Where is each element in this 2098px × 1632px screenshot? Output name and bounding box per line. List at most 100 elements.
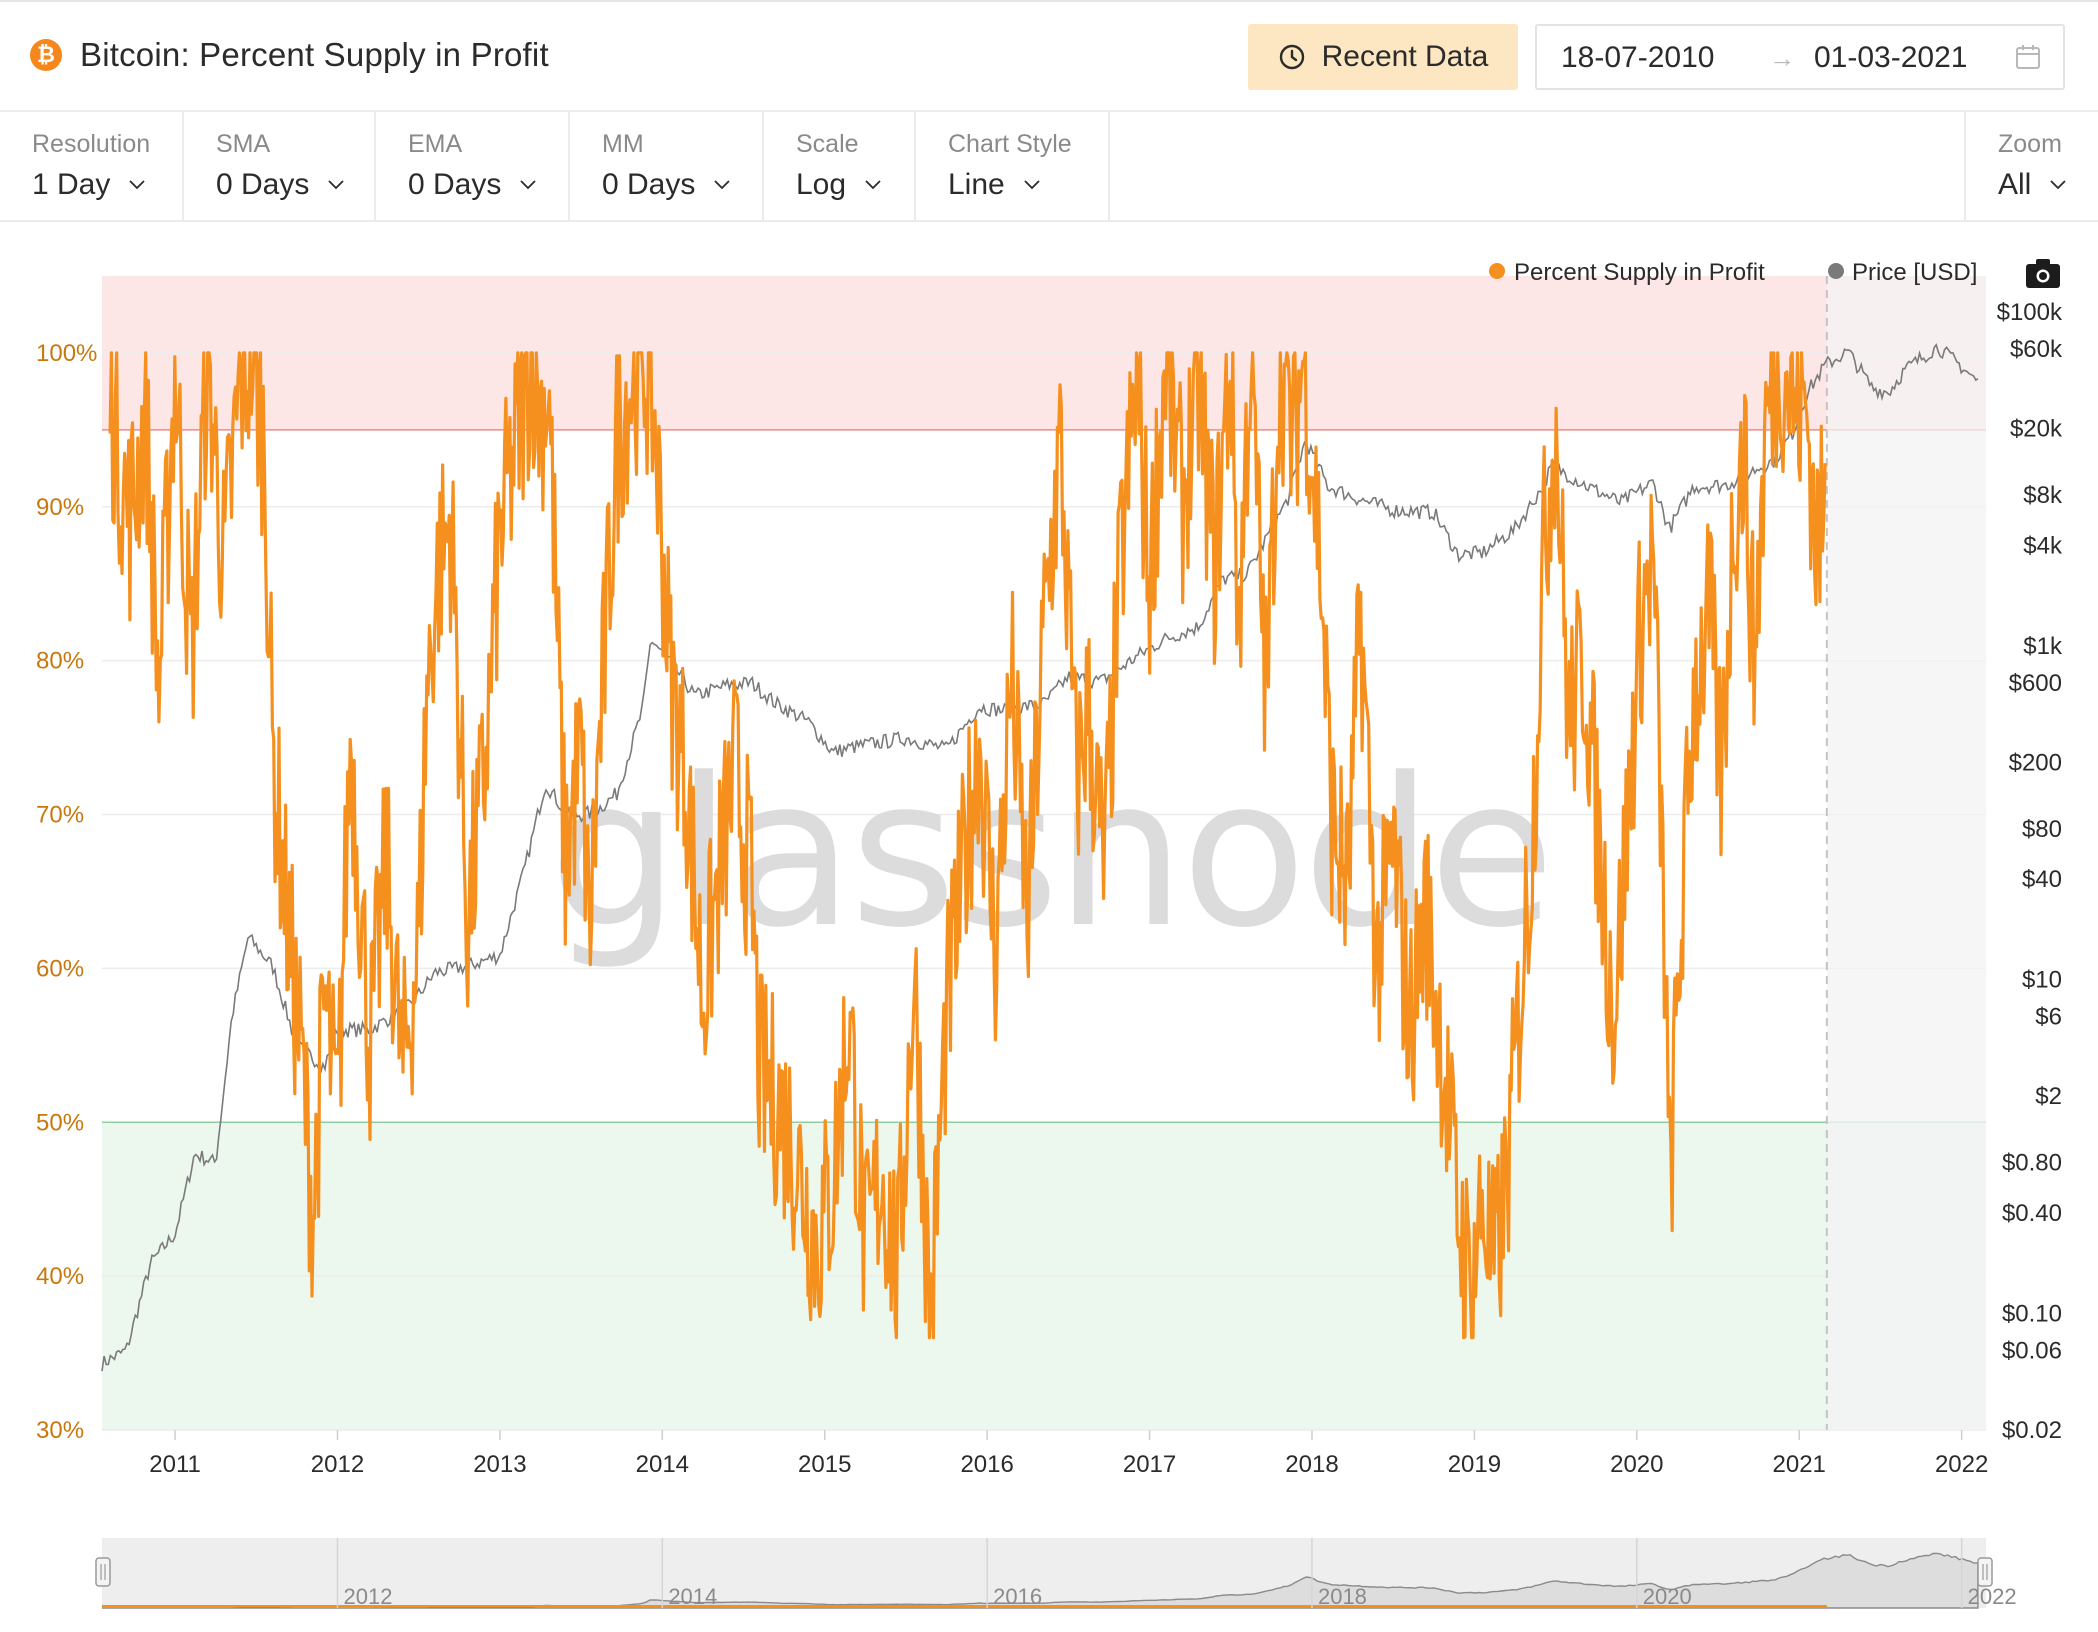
range-navigator[interactable]: 2012 2014 2016 2018 2020 2022 xyxy=(95,1538,2017,1609)
y-right-tick: $4k xyxy=(2023,532,2063,559)
y-left-tick: 60% xyxy=(36,955,84,982)
resolution-dropdown[interactable]: Resolution 1 Day xyxy=(0,112,184,220)
legend-item-profit[interactable]: Percent Supply in Profit xyxy=(1489,259,1765,286)
legend-label-price: Price [USD] xyxy=(1852,259,1977,286)
chevron-down-icon xyxy=(520,180,537,190)
series-lines xyxy=(101,343,1979,1372)
resolution-value: 1 Day xyxy=(32,168,111,201)
chart-controls: Resolution 1 Day SMA 0 Days EMA 0 Days M… xyxy=(0,112,2098,222)
chart-style-label: Chart Style xyxy=(948,130,1072,158)
y-left-tick: 30% xyxy=(36,1417,84,1444)
sma-label: SMA xyxy=(216,130,271,158)
clock-icon xyxy=(1279,44,1304,70)
scale-dropdown[interactable]: Scale Log xyxy=(764,112,916,220)
y-right-tick: $80 xyxy=(2022,816,2062,843)
x-tick-label: 2015 xyxy=(798,1451,851,1478)
zoom-dropdown[interactable]: Zoom All xyxy=(1964,112,2098,220)
mm-value: 0 Days xyxy=(602,168,696,201)
date-arrow-icon: → xyxy=(1769,43,1795,73)
date-range-picker[interactable]: 18-07-2010 → 01-03-2021 xyxy=(1535,24,2065,90)
chevron-down-icon xyxy=(1024,180,1040,190)
x-tick-label: 2016 xyxy=(960,1451,1013,1478)
y-right-tick: $600 xyxy=(2009,670,2062,697)
sma-dropdown[interactable]: SMA 0 Days xyxy=(184,112,376,220)
y-right-tick: $60k xyxy=(2010,336,2063,363)
chevron-down-icon xyxy=(328,180,345,190)
date-from[interactable]: 18-07-2010 xyxy=(1561,41,1715,74)
x-tick-label: 2011 xyxy=(149,1451,201,1478)
y-right-tick: $10 xyxy=(2022,967,2062,994)
x-tick-label: 2019 xyxy=(1448,1451,1501,1478)
legend-dot-price xyxy=(1828,263,1844,279)
y-right-tick: $1k xyxy=(2023,633,2063,660)
legend-item-price[interactable]: Price [USD] xyxy=(1828,259,1977,286)
ema-value: 0 Days xyxy=(408,168,502,201)
y-right-tick: $2 xyxy=(2035,1083,2062,1110)
resolution-label: Resolution xyxy=(32,130,151,158)
bitcoin-icon: ₿ xyxy=(30,39,62,71)
x-tick-label: 2017 xyxy=(1123,1451,1176,1478)
future-region xyxy=(1826,276,1986,1430)
navigator-label: 2016 xyxy=(993,1584,1042,1609)
chevron-down-icon xyxy=(865,180,881,190)
scale-label: Scale xyxy=(796,130,859,158)
ema-dropdown[interactable]: EMA 0 Days xyxy=(376,112,570,220)
navigator-handle[interactable] xyxy=(1977,1557,1993,1587)
camera-icon[interactable] xyxy=(2026,259,2060,288)
chart-header: ₿ Bitcoin: Percent Supply in Profit Rece… xyxy=(0,2,2098,112)
x-tick-label: 2013 xyxy=(473,1451,526,1478)
navigator-label: 2012 xyxy=(344,1584,393,1609)
calendar-icon[interactable] xyxy=(2015,44,2041,70)
y-right-tick: $0.10 xyxy=(2002,1300,2062,1327)
legend-dot-profit xyxy=(1489,263,1505,279)
y-right-tick: $0.80 xyxy=(2002,1150,2062,1177)
zoom-value: All xyxy=(1998,168,2032,201)
navigator-label: 2014 xyxy=(668,1584,717,1609)
title-group: ₿ Bitcoin: Percent Supply in Profit xyxy=(30,36,549,74)
scale-value: Log xyxy=(796,168,847,201)
future-shade xyxy=(1825,276,1986,1430)
y-right-tick: $100k xyxy=(1997,299,2063,326)
navigator-label: 2018 xyxy=(1318,1584,1367,1609)
top-border xyxy=(0,0,2098,2)
y-left-tick: 90% xyxy=(36,494,84,521)
chevron-down-icon xyxy=(2050,180,2066,190)
y-right-tick: $0.06 xyxy=(2002,1337,2062,1364)
navigator-price-area xyxy=(102,1552,1979,1609)
y-axis-left: 30% 40% 50% 60% 70% 80% 90% 100% xyxy=(36,340,97,1444)
y-right-tick: $20k xyxy=(2010,416,2063,443)
chart-area[interactable]: glassnode 30%40%50%60%70%80%90%100% $100… xyxy=(0,224,2098,1624)
legend-label-profit: Percent Supply in Profit xyxy=(1514,259,1765,286)
y-right-tick: $0.02 xyxy=(2002,1417,2062,1444)
x-tick-label: 2018 xyxy=(1285,1451,1338,1478)
chevron-down-icon xyxy=(129,180,146,190)
y-left-tick: 100% xyxy=(36,340,97,367)
y-axis-right: $100k $60k $20k $8k $4k $1k $600 $200 $80 $40 $10 $… xyxy=(1997,299,2063,1444)
navigator-label: 2020 xyxy=(1643,1584,1692,1609)
y-left-tick: 70% xyxy=(36,802,84,829)
y-right-tick: $6 xyxy=(2035,1004,2062,1031)
recent-data-button[interactable]: Recent Data xyxy=(1248,24,1518,90)
y-left-tick: 80% xyxy=(36,648,84,675)
x-tick-label: 2020 xyxy=(1610,1451,1663,1478)
percent-supply-line xyxy=(108,351,1827,1340)
x-axis: 2011 2012 2013 2014 2015 2016 2017 2018 2019 2020… xyxy=(149,1430,1988,1478)
x-tick-label: 2022 xyxy=(1935,1451,1988,1478)
zoom-label: Zoom xyxy=(1998,130,2062,158)
chart-style-dropdown[interactable]: Chart Style Line xyxy=(916,112,1110,220)
y-left-tick: 40% xyxy=(36,1263,84,1290)
legend[interactable]: Percent Supply in Profit Price [USD] xyxy=(1489,259,1977,286)
x-tick-label: 2012 xyxy=(311,1451,364,1478)
chart-title: Bitcoin: Percent Supply in Profit xyxy=(80,36,549,73)
sma-value: 0 Days xyxy=(216,168,310,201)
y-right-tick: $8k xyxy=(2023,482,2063,509)
chart-style-value: Line xyxy=(948,168,1005,201)
navigator-handle[interactable] xyxy=(95,1557,111,1587)
recent-data-label: Recent Data xyxy=(1321,40,1489,73)
mm-dropdown[interactable]: MM 0 Days xyxy=(570,112,764,220)
chevron-down-icon xyxy=(714,180,731,190)
date-to[interactable]: 01-03-2021 xyxy=(1814,41,1968,74)
mm-label: MM xyxy=(602,130,644,158)
y-right-tick: $40 xyxy=(2022,866,2062,893)
x-tick-label: 2021 xyxy=(1773,1451,1826,1478)
